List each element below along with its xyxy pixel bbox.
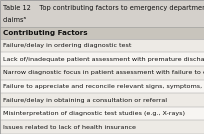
FancyBboxPatch shape xyxy=(0,0,204,27)
FancyBboxPatch shape xyxy=(0,120,204,134)
Text: Failure to appreciate and reconcile relevant signs, symptoms, or test re: Failure to appreciate and reconcile rele… xyxy=(3,84,204,89)
FancyBboxPatch shape xyxy=(0,52,204,66)
FancyBboxPatch shape xyxy=(0,80,204,93)
Text: Contributing Factors: Contributing Factors xyxy=(3,30,88,36)
FancyBboxPatch shape xyxy=(0,27,204,39)
FancyBboxPatch shape xyxy=(0,66,204,80)
Text: Failure/delay in obtaining a consultation or referral: Failure/delay in obtaining a consultatio… xyxy=(3,98,167,103)
Text: Issues related to lack of health insurance: Issues related to lack of health insuran… xyxy=(3,125,136,130)
FancyBboxPatch shape xyxy=(0,107,204,120)
Text: claimsᵃ: claimsᵃ xyxy=(3,17,27,23)
Text: Failure/delay in ordering diagnostic test: Failure/delay in ordering diagnostic tes… xyxy=(3,43,131,48)
Text: Misinterpretation of diagnostic test studies (e.g., X-rays): Misinterpretation of diagnostic test stu… xyxy=(3,111,185,116)
Text: Table 12    Top contributing factors to emergency departmen: Table 12 Top contributing factors to eme… xyxy=(3,5,204,11)
FancyBboxPatch shape xyxy=(0,93,204,107)
Text: Lack of/inadequate patient assessment with premature discharge: Lack of/inadequate patient assessment wi… xyxy=(3,57,204,62)
Text: Narrow diagnostic focus in patient assessment with failure to establish: Narrow diagnostic focus in patient asses… xyxy=(3,70,204,75)
FancyBboxPatch shape xyxy=(0,39,204,52)
